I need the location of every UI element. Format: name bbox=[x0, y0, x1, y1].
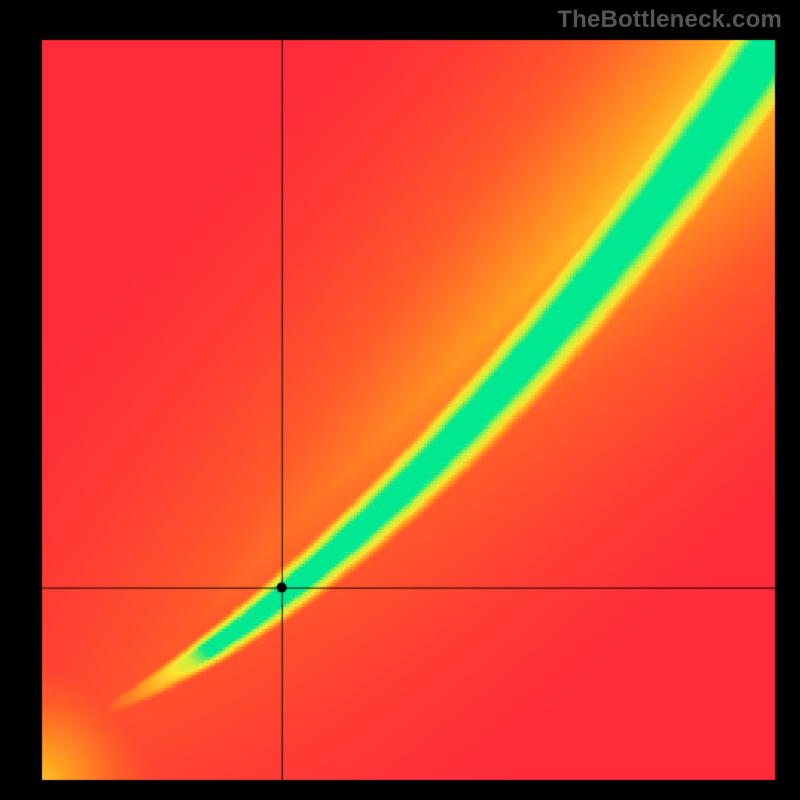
bottleneck-heatmap bbox=[0, 0, 800, 800]
chart-container: { "attribution": { "text": "TheBottlenec… bbox=[0, 0, 800, 800]
attribution-label: TheBottleneck.com bbox=[557, 6, 782, 34]
